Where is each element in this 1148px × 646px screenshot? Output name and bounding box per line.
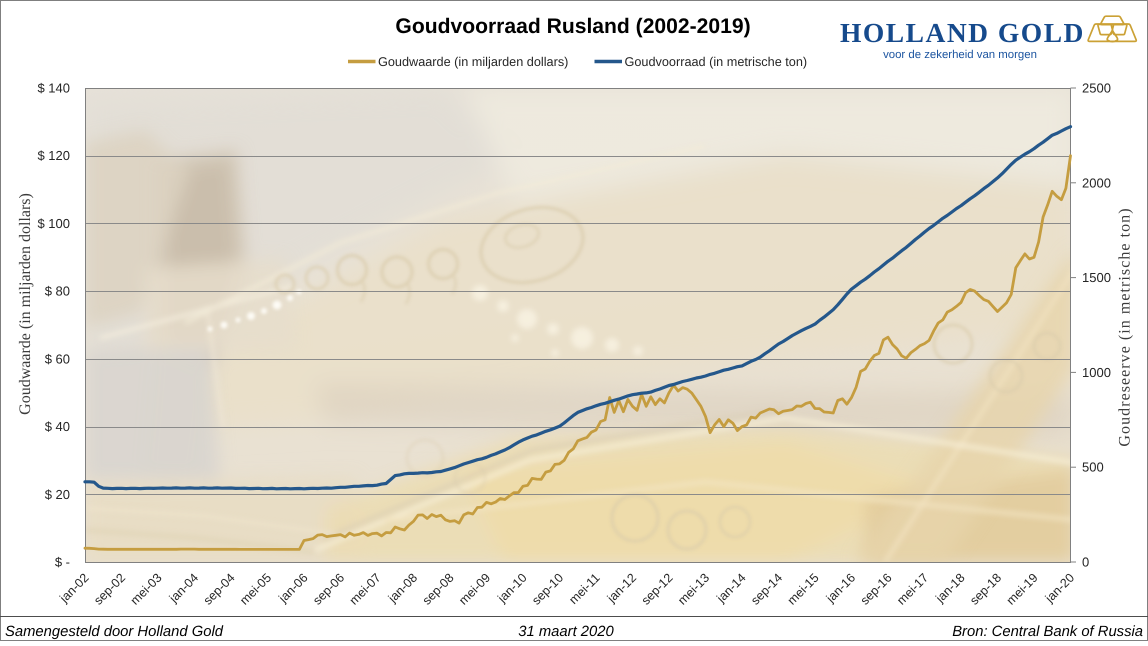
svg-text:Goudvoorraad Rusland (2002-201: Goudvoorraad Rusland (2002-2019) [395, 15, 750, 38]
svg-text:$ 140: $ 140 [37, 81, 70, 96]
svg-text:1500: 1500 [1082, 270, 1111, 285]
svg-text:$ -: $ - [55, 555, 70, 570]
svg-text:$ 60: $ 60 [45, 351, 70, 366]
svg-text:500: 500 [1082, 460, 1104, 475]
svg-text:Goudreseerve (in metrische ton: Goudreseerve (in metrische ton) [1117, 207, 1134, 446]
svg-text:31 maart 2020: 31 maart 2020 [518, 624, 614, 640]
svg-text:2000: 2000 [1082, 175, 1111, 190]
svg-text:$ 100: $ 100 [37, 216, 70, 231]
svg-text:$ 80: $ 80 [45, 284, 70, 299]
svg-text:$ 40: $ 40 [45, 419, 70, 434]
svg-text:$ 120: $ 120 [37, 148, 70, 163]
svg-text:Goudvoorraad (in metrische ton: Goudvoorraad (in metrische ton) [625, 55, 808, 69]
svg-text:0: 0 [1082, 555, 1089, 570]
svg-text:Samengesteld door Holland Gold: Samengesteld door Holland Gold [5, 624, 224, 640]
svg-text:HOLLAND GOLD: HOLLAND GOLD [840, 17, 1085, 48]
svg-text:1000: 1000 [1082, 365, 1111, 380]
svg-text:$ 20: $ 20 [45, 487, 70, 502]
svg-text:2500: 2500 [1082, 81, 1111, 96]
svg-text:Goudwaarde (in miljarden dolla: Goudwaarde (in miljarden dollars) [17, 193, 34, 415]
svg-text:voor de zekerheid van morgen: voor de zekerheid van morgen [883, 49, 1037, 61]
svg-text:Bron: Central Bank of Russia: Bron: Central Bank of Russia [952, 624, 1143, 640]
svg-text:Goudwaarde (in miljarden dolla: Goudwaarde (in miljarden dollars) [378, 55, 568, 69]
